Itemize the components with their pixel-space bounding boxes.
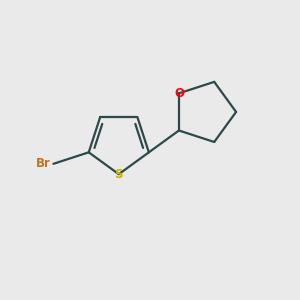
Text: O: O: [174, 87, 184, 100]
Text: Br: Br: [36, 157, 50, 170]
Text: S: S: [115, 168, 123, 181]
